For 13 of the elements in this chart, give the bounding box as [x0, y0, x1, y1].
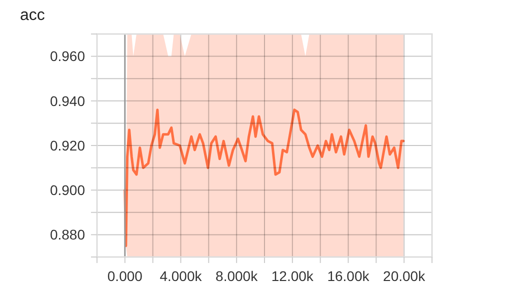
- chart-title: acc: [20, 7, 45, 24]
- x-tick-label: 20.00k: [383, 268, 426, 284]
- y-tick-label: 0.960: [50, 48, 86, 64]
- x-tick-label: 4.000k: [160, 268, 203, 284]
- y-tick-label: 0.880: [50, 226, 86, 243]
- x-tick-label: 8.000k: [216, 268, 259, 284]
- y-tick-label: 0.920: [50, 137, 86, 154]
- line-series: [124, 108, 405, 248]
- y-tick-label: 0.900: [50, 182, 86, 198]
- x-tick-label: 12.00k: [271, 268, 314, 284]
- x-tick-label: 16.00k: [327, 268, 370, 284]
- y-tick-label: 0.940: [50, 92, 86, 109]
- x-tick-label: 0.000: [107, 268, 143, 284]
